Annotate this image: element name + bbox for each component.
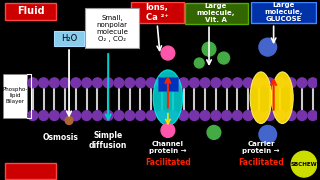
Circle shape: [265, 111, 275, 121]
Circle shape: [259, 125, 276, 143]
Circle shape: [202, 42, 216, 56]
Circle shape: [259, 38, 276, 56]
FancyBboxPatch shape: [251, 2, 316, 23]
FancyBboxPatch shape: [85, 8, 139, 48]
Circle shape: [136, 111, 145, 121]
Circle shape: [168, 111, 178, 121]
Text: H₂O: H₂O: [61, 34, 77, 43]
Circle shape: [297, 111, 307, 121]
Text: Phospho-
lipid
Bilayer: Phospho- lipid Bilayer: [3, 87, 28, 104]
Circle shape: [136, 78, 145, 88]
Circle shape: [168, 78, 178, 88]
Circle shape: [194, 58, 204, 68]
Text: Osmosis: Osmosis: [42, 133, 78, 142]
Circle shape: [146, 111, 156, 121]
Circle shape: [28, 111, 38, 121]
Circle shape: [211, 78, 221, 88]
Circle shape: [200, 111, 210, 121]
Circle shape: [71, 111, 81, 121]
Circle shape: [39, 78, 48, 88]
Circle shape: [207, 125, 221, 139]
FancyBboxPatch shape: [131, 2, 184, 23]
Text: Fluid: Fluid: [17, 6, 45, 16]
Circle shape: [125, 78, 135, 88]
Ellipse shape: [250, 72, 272, 123]
FancyBboxPatch shape: [185, 3, 248, 24]
Circle shape: [286, 78, 296, 88]
Circle shape: [222, 78, 232, 88]
Circle shape: [103, 78, 113, 88]
Text: Facilitated: Facilitated: [145, 158, 191, 167]
Circle shape: [218, 52, 229, 64]
Circle shape: [103, 111, 113, 121]
Circle shape: [265, 78, 275, 88]
Text: Carrier
protein →: Carrier protein →: [242, 141, 280, 154]
Circle shape: [179, 111, 188, 121]
Circle shape: [222, 111, 232, 121]
Circle shape: [161, 46, 175, 60]
Circle shape: [189, 78, 199, 88]
Circle shape: [276, 78, 285, 88]
Text: Ions,
Ca ²⁺: Ions, Ca ²⁺: [146, 3, 169, 22]
Circle shape: [65, 116, 73, 125]
Circle shape: [157, 111, 167, 121]
Circle shape: [291, 151, 317, 177]
Circle shape: [161, 123, 175, 137]
Circle shape: [286, 111, 296, 121]
Circle shape: [60, 78, 70, 88]
Circle shape: [39, 111, 48, 121]
Circle shape: [254, 78, 264, 88]
Ellipse shape: [272, 72, 293, 123]
Circle shape: [179, 78, 188, 88]
Circle shape: [82, 111, 92, 121]
Circle shape: [114, 78, 124, 88]
Circle shape: [146, 78, 156, 88]
Circle shape: [233, 111, 242, 121]
Circle shape: [243, 111, 253, 121]
Text: Facilitated: Facilitated: [238, 158, 284, 167]
Circle shape: [189, 111, 199, 121]
Circle shape: [233, 78, 242, 88]
Circle shape: [297, 78, 307, 88]
Circle shape: [211, 111, 221, 121]
Circle shape: [114, 111, 124, 121]
Circle shape: [92, 78, 102, 88]
Circle shape: [200, 78, 210, 88]
Circle shape: [92, 111, 102, 121]
Circle shape: [28, 78, 38, 88]
Text: Simple
diffusion: Simple diffusion: [89, 131, 127, 150]
Circle shape: [50, 78, 59, 88]
Text: Small,
nonpolar
molecule
O₂ , CO₂: Small, nonpolar molecule O₂ , CO₂: [96, 15, 128, 42]
FancyBboxPatch shape: [158, 77, 178, 91]
Circle shape: [157, 78, 167, 88]
FancyBboxPatch shape: [5, 3, 56, 20]
FancyBboxPatch shape: [4, 74, 27, 118]
Circle shape: [254, 111, 264, 121]
Circle shape: [125, 111, 135, 121]
Text: SBCHEW: SBCHEW: [291, 162, 317, 167]
Text: Large
molecule,
Vit. A: Large molecule, Vit. A: [196, 3, 235, 23]
Circle shape: [308, 111, 318, 121]
Circle shape: [71, 78, 81, 88]
Circle shape: [243, 78, 253, 88]
FancyBboxPatch shape: [54, 31, 84, 46]
FancyBboxPatch shape: [5, 163, 56, 179]
Circle shape: [60, 111, 70, 121]
Circle shape: [50, 111, 59, 121]
Text: Large
molecule,
GLUCOSE: Large molecule, GLUCOSE: [264, 3, 303, 22]
Ellipse shape: [153, 70, 183, 125]
Circle shape: [82, 78, 92, 88]
Text: Channel
protein →: Channel protein →: [149, 141, 187, 154]
Circle shape: [308, 78, 318, 88]
Circle shape: [276, 111, 285, 121]
